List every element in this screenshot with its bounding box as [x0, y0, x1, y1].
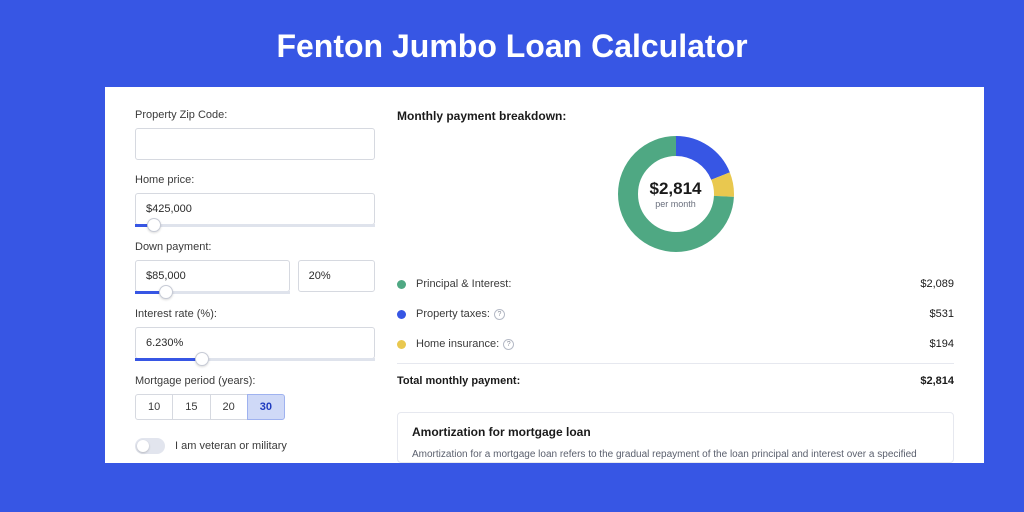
veteran-row: I am veteran or military — [135, 438, 375, 454]
calculator-card: Property Zip Code: Home price: Down paym… — [105, 87, 984, 463]
legend-value: $531 — [930, 308, 954, 320]
period-tab-10[interactable]: 10 — [135, 394, 173, 420]
legend-row: Principal & Interest: $2,089 — [397, 269, 954, 299]
legend-dot — [397, 280, 406, 289]
legend-label: Home insurance: — [416, 338, 499, 350]
interest-rate-label: Interest rate (%): — [135, 308, 375, 320]
home-price-field: Home price: — [135, 174, 375, 227]
home-price-input[interactable] — [135, 193, 375, 225]
home-price-slider[interactable] — [135, 224, 375, 227]
down-payment-input[interactable] — [135, 260, 290, 292]
legend-row: Property taxes:? $531 — [397, 299, 954, 329]
page-title: Fenton Jumbo Loan Calculator — [0, 0, 1024, 87]
legend-value: $194 — [930, 338, 954, 350]
legend-label: Principal & Interest: — [416, 278, 511, 290]
zip-input[interactable] — [135, 128, 375, 160]
veteran-toggle[interactable] — [135, 438, 165, 454]
interest-rate-input[interactable] — [135, 327, 375, 359]
legend-row: Home insurance:? $194 — [397, 329, 954, 359]
info-icon[interactable]: ? — [494, 309, 505, 320]
home-price-label: Home price: — [135, 174, 375, 186]
zip-label: Property Zip Code: — [135, 109, 375, 121]
total-label: Total monthly payment: — [397, 375, 520, 387]
period-tab-30[interactable]: 30 — [247, 394, 285, 420]
legend-dot — [397, 310, 406, 319]
mortgage-period-label: Mortgage period (years): — [135, 375, 375, 387]
zip-field: Property Zip Code: — [135, 109, 375, 160]
down-payment-field: Down payment: — [135, 241, 375, 294]
down-payment-label: Down payment: — [135, 241, 375, 253]
donut-amount: $2,814 — [650, 179, 702, 199]
veteran-label: I am veteran or military — [175, 440, 287, 452]
inputs-column: Property Zip Code: Home price: Down paym… — [135, 109, 375, 463]
mortgage-period-field: Mortgage period (years): 10152030 — [135, 375, 375, 420]
breakdown-column: Monthly payment breakdown: $2,814 per mo… — [397, 109, 954, 463]
breakdown-legend: Principal & Interest: $2,089 Property taxe… — [397, 269, 954, 396]
interest-rate-field: Interest rate (%): — [135, 308, 375, 361]
info-icon[interactable]: ? — [503, 339, 514, 350]
down-payment-percent-input[interactable] — [298, 260, 375, 292]
mortgage-period-tabs: 10152030 — [135, 394, 375, 420]
legend-label: Property taxes: — [416, 308, 490, 320]
amortization-card: Amortization for mortgage loan Amortizat… — [397, 412, 954, 463]
legend-value: $2,089 — [920, 278, 954, 290]
legend-total-row: Total monthly payment: $2,814 — [397, 363, 954, 396]
period-tab-20[interactable]: 20 — [210, 394, 248, 420]
down-payment-slider[interactable] — [135, 291, 290, 294]
donut-chart: $2,814 per month — [397, 133, 954, 255]
breakdown-title: Monthly payment breakdown: — [397, 109, 954, 123]
total-value: $2,814 — [920, 375, 954, 387]
interest-rate-slider[interactable] — [135, 358, 375, 361]
legend-dot — [397, 340, 406, 349]
amortization-title: Amortization for mortgage loan — [412, 425, 939, 439]
period-tab-15[interactable]: 15 — [172, 394, 210, 420]
donut-sublabel: per month — [655, 199, 696, 209]
amortization-text: Amortization for a mortgage loan refers … — [412, 447, 939, 462]
